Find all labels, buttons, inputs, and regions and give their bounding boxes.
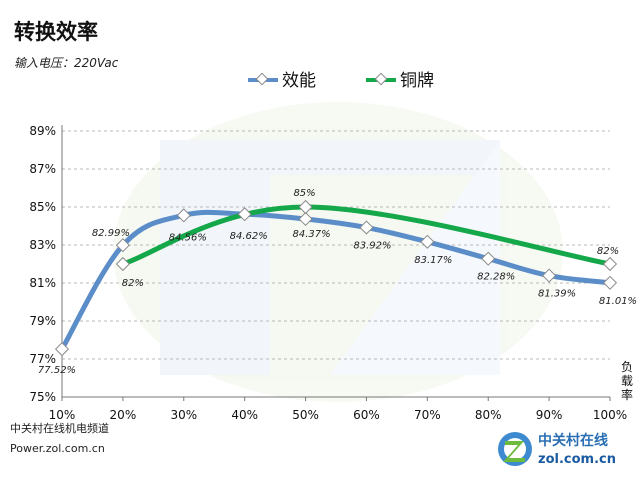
chart-subtitle: 输入电压：220Vac [14, 56, 119, 70]
legend-label-efficiency: 效能 [282, 71, 316, 91]
data-label-bronze: 82% [122, 278, 144, 289]
credit-line-1: 中关村在线机电频道 [10, 421, 109, 435]
data-label-efficiency: 83.17% [414, 255, 452, 266]
x-tick-label: 70% [414, 408, 441, 422]
legend-marker-bronze [374, 72, 388, 86]
data-point-efficiency [54, 342, 70, 357]
y-tick-label: 75% [29, 390, 56, 404]
data-label-efficiency: 84.37% [292, 229, 330, 240]
data-label-efficiency: 77.52% [38, 365, 76, 376]
x-tick-label: 60% [353, 408, 380, 422]
data-label-efficiency: 84.62% [230, 231, 268, 242]
legend-marker-efficiency [255, 72, 269, 86]
logo-text-cn: 中关村在线 [538, 432, 608, 449]
data-point-efficiency [542, 268, 557, 283]
data-point-efficiency [237, 207, 252, 222]
data-point-efficiency [176, 208, 191, 223]
credit-line-2: Power.zol.com.cn [10, 442, 105, 455]
legend-label-bronze: 铜牌 [400, 71, 434, 91]
data-label-efficiency: 83.92% [353, 241, 391, 252]
chart-title: 转换效率 [14, 20, 98, 44]
data-point-bronze [602, 256, 618, 272]
x-tick-label: 10% [49, 408, 76, 422]
y-tick-label: 89% [29, 124, 56, 138]
y-tick-label: 81% [29, 276, 56, 290]
data-point-bronze [298, 199, 313, 215]
data-label-bronze: 82% [597, 246, 619, 257]
data-label-efficiency: 81.01% [599, 296, 637, 307]
x-tick-label: 20% [110, 408, 137, 422]
y-tick-label: 87% [29, 162, 56, 176]
x-tick-label: 90% [536, 408, 563, 422]
x-axis-title-char-3: 率 [621, 387, 633, 402]
y-tick-label: 77% [29, 352, 56, 366]
x-tick-label: 100% [593, 408, 627, 422]
data-label-efficiency: 82.28% [477, 272, 515, 283]
x-tick-label: 30% [170, 408, 197, 422]
series-line-bronze [120, 204, 613, 267]
series-line-efficiency [59, 209, 613, 352]
series [54, 199, 618, 357]
y-tick-label: 85% [29, 200, 56, 214]
data-point-efficiency [359, 220, 374, 235]
data-point-efficiency [602, 275, 618, 290]
data-label-efficiency: 84.56% [169, 232, 207, 243]
data-point-efficiency [481, 251, 496, 266]
x-axis-title-char-1: 负 [621, 360, 633, 374]
x-axis-title-char-2: 载 [621, 374, 633, 388]
y-tick-label: 83% [29, 238, 56, 252]
zol-logo-icon: 中关村在线 zol.com.cn [498, 432, 616, 467]
data-point-bronze [115, 256, 130, 272]
data-label-efficiency: 81.39% [538, 289, 576, 300]
x-tick-label: 80% [475, 408, 502, 422]
data-point-efficiency [298, 211, 313, 227]
data-point-efficiency [420, 234, 435, 249]
data-point-efficiency [115, 238, 130, 253]
data-label-bronze: 85% [293, 188, 315, 199]
logo-text-en: zol.com.cn [538, 452, 616, 467]
x-tick-label: 40% [231, 408, 258, 422]
legend: 效能 铜牌 [248, 71, 434, 91]
data-labels: 77.52% 82.99% 84.56% 84.62% 84.37% 83.92% 83.1… [38, 188, 637, 376]
data-label-efficiency: 82.99% [92, 228, 130, 239]
background-watermark [113, 102, 563, 402]
x-tick-label: 50% [292, 408, 319, 422]
y-tick-label: 79% [29, 314, 56, 328]
x-axis-title: 负 载 率 [621, 360, 637, 402]
